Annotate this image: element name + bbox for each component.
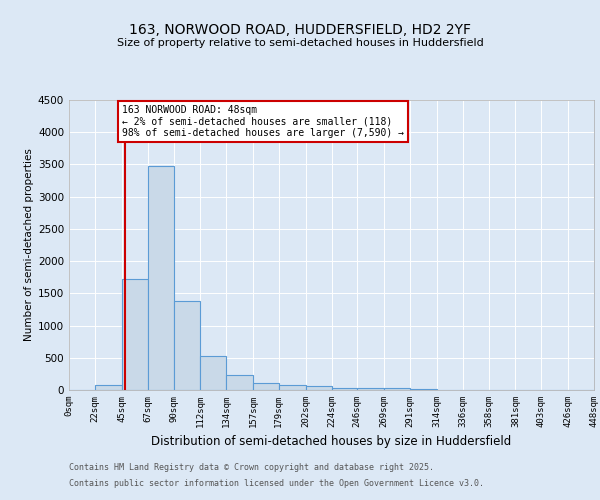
Text: 163, NORWOOD ROAD, HUDDERSFIELD, HD2 2YF: 163, NORWOOD ROAD, HUDDERSFIELD, HD2 2YF <box>129 22 471 36</box>
Bar <box>384 388 410 390</box>
Bar <box>253 382 279 390</box>
Text: Contains public sector information licensed under the Open Government Licence v3: Contains public sector information licen… <box>69 478 484 488</box>
Text: Contains HM Land Registry data © Crown copyright and database right 2025.: Contains HM Land Registry data © Crown c… <box>69 464 434 472</box>
Bar <box>410 389 437 390</box>
Y-axis label: Number of semi-detached properties: Number of semi-detached properties <box>24 148 34 342</box>
Text: Size of property relative to semi-detached houses in Huddersfield: Size of property relative to semi-detach… <box>116 38 484 48</box>
Bar <box>357 388 384 390</box>
Bar <box>279 385 306 390</box>
X-axis label: Distribution of semi-detached houses by size in Huddersfield: Distribution of semi-detached houses by … <box>151 436 512 448</box>
Bar <box>331 388 357 390</box>
Bar <box>95 385 122 390</box>
Bar <box>148 166 175 390</box>
Text: 163 NORWOOD ROAD: 48sqm
← 2% of semi-detached houses are smaller (118)
98% of se: 163 NORWOOD ROAD: 48sqm ← 2% of semi-det… <box>122 105 404 138</box>
Bar <box>306 386 331 390</box>
Bar <box>200 356 226 390</box>
Bar <box>122 279 148 390</box>
Bar <box>175 301 200 390</box>
Bar <box>226 375 253 390</box>
